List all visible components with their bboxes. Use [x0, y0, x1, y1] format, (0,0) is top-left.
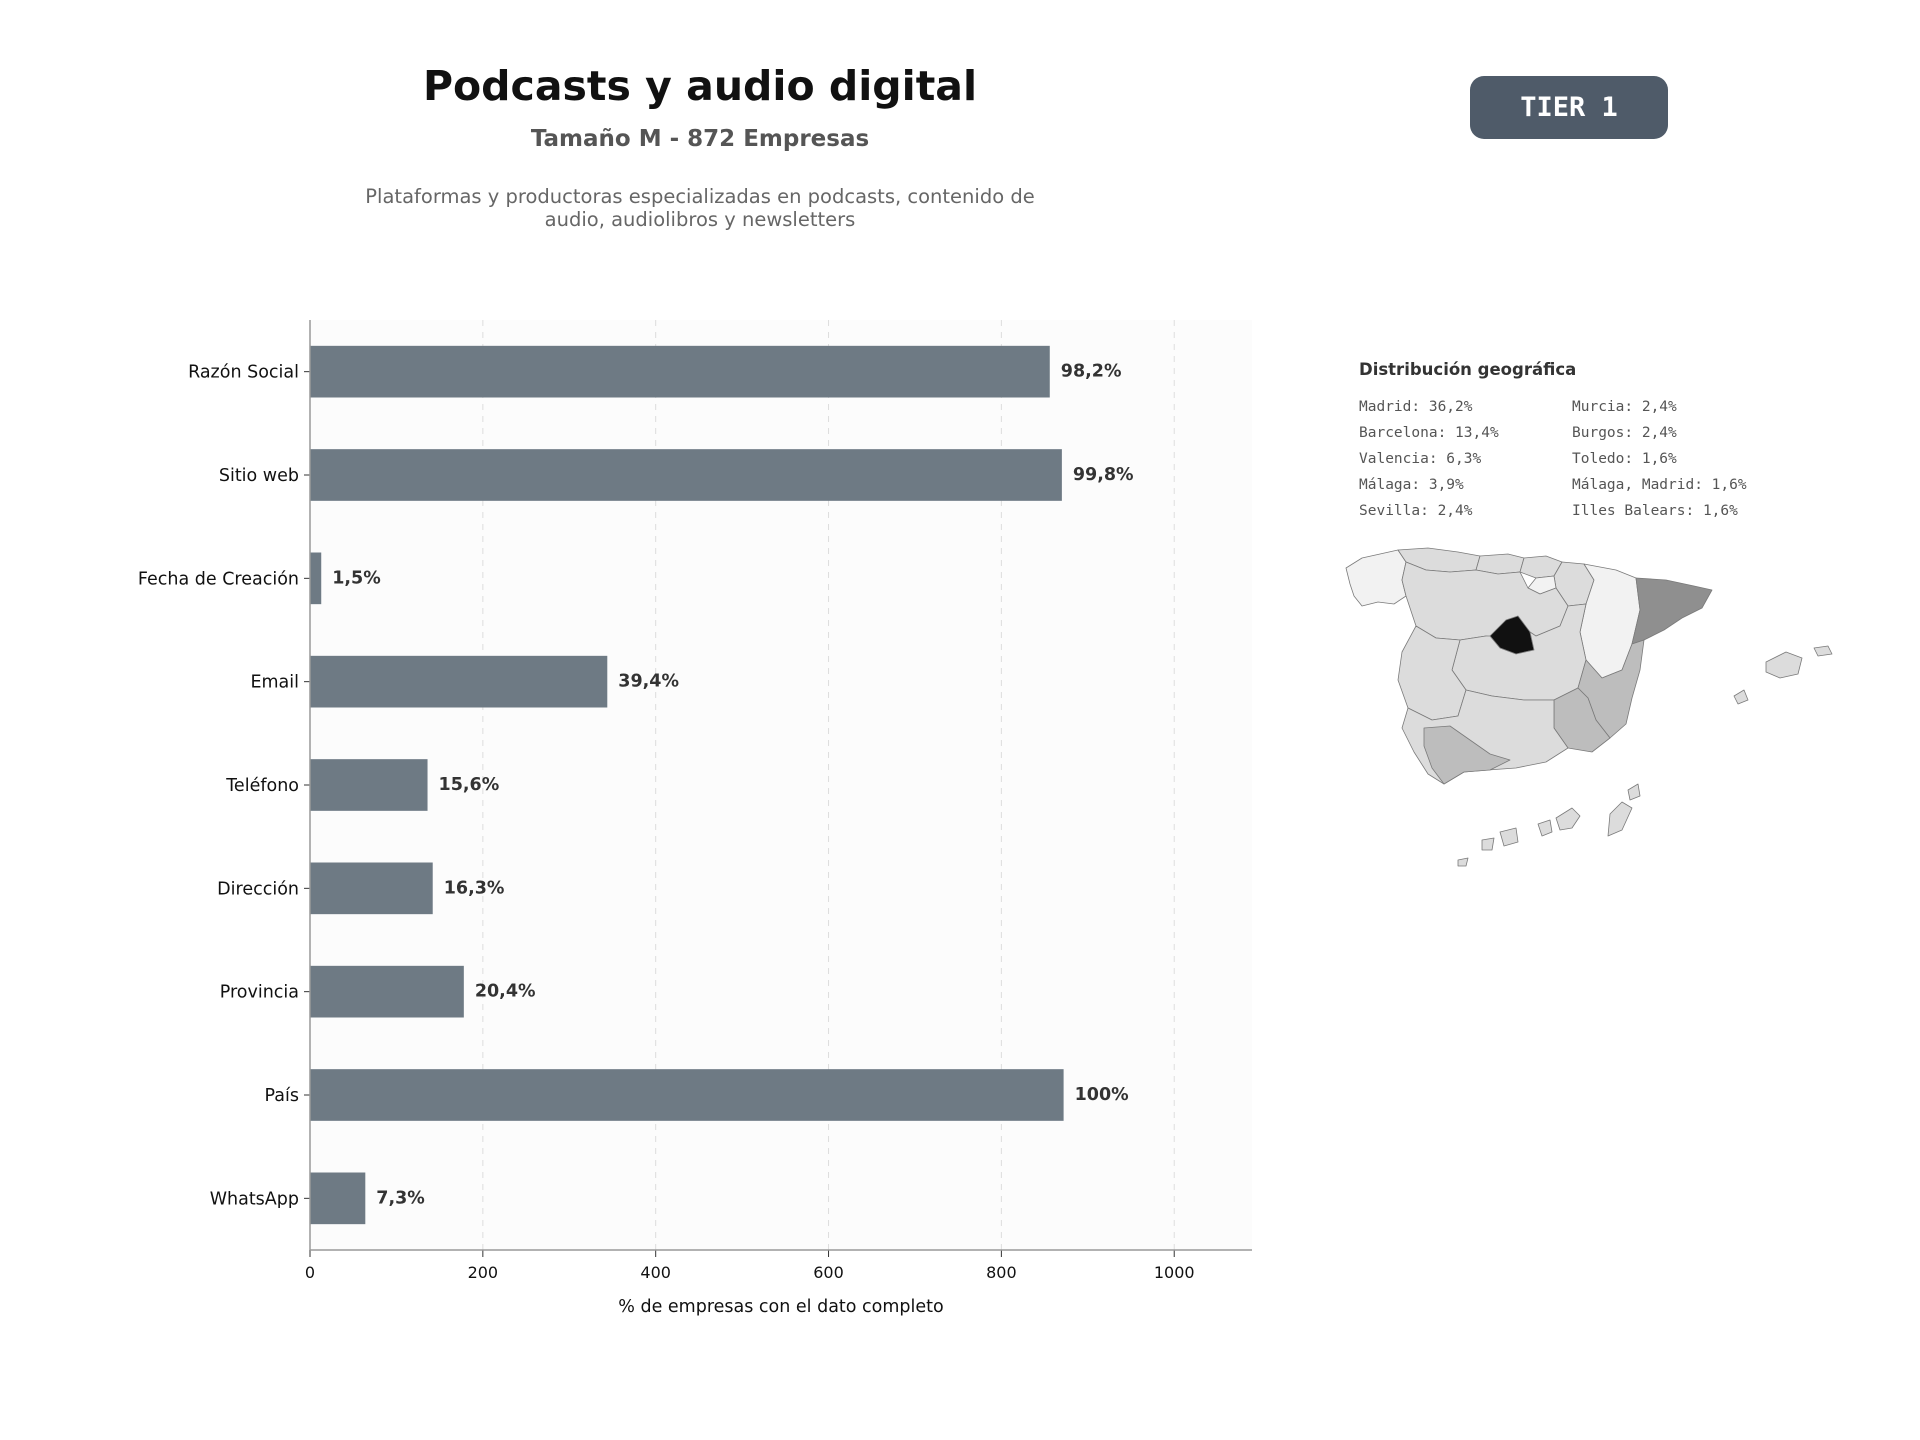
x-tick-label: 400 [640, 1263, 671, 1282]
bar [310, 1069, 1064, 1121]
data-label: 99,8% [1073, 465, 1134, 485]
page-description: Plataformas y productoras especializadas… [330, 185, 1070, 231]
geo-item: Illes Balears: 1,6% [1572, 503, 1738, 519]
map-region-canarias-1 [1555, 807, 1581, 831]
description-line-2: audio, audiolibros y newsletters [544, 208, 856, 231]
map-region-cataluna [1631, 577, 1713, 645]
description-line-1: Plataformas y productoras especializadas… [365, 185, 1035, 208]
category-label: WhatsApp [210, 1189, 299, 1209]
map-region-canarias-6 [1627, 783, 1641, 801]
map-region-canarias-7 [1457, 857, 1469, 867]
page-title: Podcasts y audio digital [422, 62, 978, 110]
geo-distribution-title: Distribución geográfica [1359, 360, 1577, 379]
geo-item: Barcelona: 13,4% [1359, 425, 1499, 441]
geo-item: Burgos: 2,4% [1572, 425, 1677, 441]
map-region-galicia [1345, 549, 1407, 607]
data-label: 39,4% [618, 672, 679, 692]
geo-distribution-list: Madrid: 36,2% Murcia: 2,4% Barcelona: 13… [1359, 398, 1779, 520]
x-tick-label: 600 [813, 1263, 844, 1282]
data-label: 100% [1075, 1085, 1129, 1105]
geo-item: Málaga, Madrid: 1,6% [1572, 477, 1747, 493]
data-label: 16,3% [444, 878, 505, 898]
bar [310, 862, 433, 915]
category-label: Provincia [220, 983, 299, 1003]
x-tick-label: 800 [986, 1263, 1017, 1282]
category-label: País [265, 1086, 299, 1106]
data-label: 1,5% [332, 568, 381, 588]
map-region-canarias-5 [1607, 801, 1633, 837]
map-region-canarias-4 [1481, 837, 1495, 851]
tier-badge: TIER 1 [1470, 76, 1668, 139]
page-subtitle: Tamaño M - 872 Empresas [530, 126, 870, 152]
completeness-bar-chart: 0 200 400 600 800 1000 Razón Social 98,2% Sitio … [138, 320, 1252, 1317]
geo-item: Toledo: 1,6% [1572, 451, 1677, 467]
map-region-menorca [1813, 645, 1833, 657]
category-label: Dirección [217, 879, 299, 899]
category-label: Email [250, 673, 299, 693]
bar [310, 449, 1062, 501]
bar [310, 552, 322, 605]
category-label: Teléfono [225, 776, 299, 796]
map-region-sevilla-malaga [1423, 725, 1511, 785]
geo-item: Sevilla: 2,4% [1359, 503, 1473, 519]
geo-item: Murcia: 2,4% [1572, 399, 1677, 415]
geo-item: Valencia: 6,3% [1359, 451, 1482, 467]
data-label: 98,2% [1061, 362, 1122, 382]
geo-item: Málaga: 3,9% [1359, 477, 1464, 493]
map-region-mallorca [1765, 651, 1803, 679]
spain-choropleth-map [1345, 547, 1833, 867]
bar [310, 1172, 366, 1225]
category-label: Fecha de Creación [138, 569, 299, 589]
bar [310, 759, 428, 811]
map-region-canarias-3 [1499, 827, 1519, 847]
geo-item: Madrid: 36,2% [1359, 399, 1473, 415]
category-label: Razón Social [188, 363, 299, 383]
map-region-canarias-2 [1537, 819, 1553, 837]
bar [310, 655, 608, 708]
bar [310, 345, 1050, 398]
x-tick-label: 1000 [1154, 1263, 1195, 1282]
x-tick-label: 200 [468, 1263, 499, 1282]
data-label: 15,6% [439, 775, 500, 795]
data-label: 7,3% [376, 1188, 425, 1208]
bar [310, 965, 464, 1018]
category-label: Sitio web [219, 466, 299, 486]
x-tick-label: 0 [305, 1263, 315, 1282]
map-region-ibiza [1733, 689, 1749, 705]
x-axis-label: % de empresas con el dato completo [618, 1297, 943, 1317]
data-label: 20,4% [475, 982, 536, 1002]
